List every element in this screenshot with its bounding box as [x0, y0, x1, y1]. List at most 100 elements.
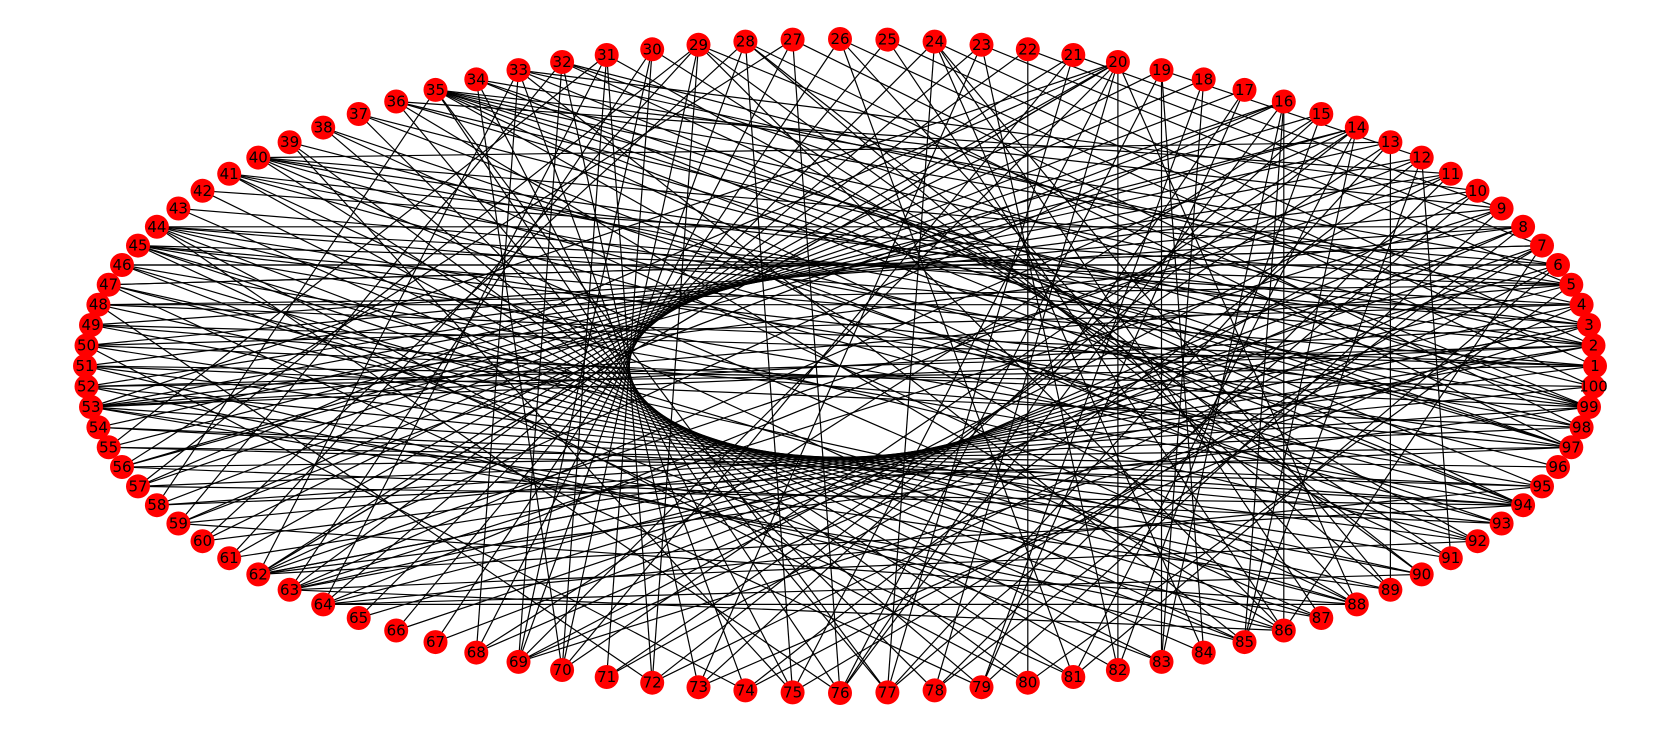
node-label-60: 60: [193, 532, 212, 550]
edge-33-95: [518, 69, 1543, 487]
node-label-89: 89: [1381, 581, 1400, 599]
node-dot-100: [1581, 374, 1606, 399]
edge-9-35: [435, 89, 1502, 210]
node-11: 11: [1438, 161, 1463, 186]
edge-20-57: [137, 61, 1119, 487]
edge-24-77: [886, 41, 936, 693]
node-76: 76: [828, 681, 852, 705]
node-dot-9: [1489, 196, 1514, 221]
edge-35-77: [435, 89, 888, 693]
node-77: 77: [875, 680, 900, 705]
node-62: 62: [246, 562, 271, 587]
node-dot-88: [1344, 592, 1369, 617]
edge-3-41: [229, 173, 1590, 326]
node-83: 83: [1149, 649, 1174, 674]
node-75: 75: [780, 680, 805, 705]
edge-53-87: [90, 406, 1322, 619]
node-dot-13: [1378, 130, 1403, 155]
edge-89-24: [934, 41, 1391, 591]
node-label-87: 87: [1312, 609, 1331, 627]
node-19: 19: [1149, 58, 1174, 83]
node-label-86: 86: [1274, 622, 1293, 640]
edge-7-47: [108, 245, 1543, 286]
node-label-36: 36: [387, 93, 406, 111]
node-dot-69: [506, 649, 531, 674]
edge-92-44: [156, 226, 1478, 542]
node-label-27: 27: [783, 31, 802, 49]
edge-86-29: [698, 44, 1285, 631]
node-label-18: 18: [1194, 70, 1213, 88]
node-label-71: 71: [597, 668, 616, 686]
node-37: 37: [346, 102, 371, 126]
node-label-72: 72: [643, 674, 662, 692]
node-dot-66: [384, 618, 409, 643]
node-label-66: 66: [387, 622, 406, 640]
node-92: 92: [1465, 529, 1490, 554]
node-dot-93: [1489, 511, 1514, 536]
node-55: 55: [96, 435, 121, 460]
edge-85-33: [518, 69, 1245, 643]
node-dot-33: [506, 58, 531, 83]
edge-87-24: [934, 41, 1322, 619]
node-60: 60: [190, 529, 215, 554]
edge-40-13: [258, 141, 1391, 159]
node-dot-14: [1344, 115, 1369, 140]
node-label-99: 99: [1579, 398, 1598, 416]
node-dot-29: [686, 32, 711, 57]
edge-56-27: [121, 39, 793, 468]
node-87: 87: [1309, 606, 1334, 630]
edge-35-94: [435, 89, 1524, 506]
node-label-80: 80: [1018, 674, 1037, 692]
node-41: 41: [217, 161, 242, 186]
edge-40-6: [258, 157, 1559, 266]
node-dot-72: [640, 670, 665, 695]
node-94: 94: [1511, 493, 1536, 518]
node-85: 85: [1232, 630, 1257, 655]
node-dot-65: [346, 606, 371, 630]
node-dot-60: [190, 529, 215, 554]
node-label-56: 56: [112, 458, 131, 476]
node-47: 47: [96, 272, 121, 297]
edge-69-3: [518, 324, 1590, 663]
node-59: 59: [166, 511, 191, 536]
node-label-10: 10: [1468, 182, 1487, 200]
node-dot-36: [384, 89, 409, 114]
node-31: 31: [594, 43, 619, 67]
node-15: 15: [1309, 102, 1334, 126]
node-label-92: 92: [1468, 532, 1487, 550]
edge-62-3: [258, 324, 1590, 575]
edge-23-82: [980, 44, 1119, 671]
node-73: 73: [686, 675, 711, 700]
node-label-48: 48: [89, 296, 108, 314]
edge-62-33: [257, 69, 520, 575]
node-26: 26: [828, 27, 852, 51]
node-label-68: 68: [467, 644, 486, 662]
node-40: 40: [246, 145, 271, 170]
node-88: 88: [1344, 592, 1369, 617]
node-label-74: 74: [736, 681, 755, 699]
node-dot-12: [1409, 145, 1434, 170]
node-label-55: 55: [99, 438, 118, 456]
node-label-3: 3: [1584, 316, 1594, 334]
edge-44-76: [156, 226, 841, 694]
node-16: 16: [1271, 89, 1296, 114]
node-label-31: 31: [597, 46, 616, 64]
edge-50-74: [86, 344, 746, 691]
node-98: 98: [1569, 415, 1594, 440]
node-54: 54: [86, 415, 111, 440]
node-dot-74: [733, 678, 758, 703]
node-dot-22: [1015, 37, 1040, 62]
node-27: 27: [780, 27, 805, 52]
edge-28-97: [745, 41, 1572, 448]
edge-59-32: [177, 61, 563, 524]
edge-32-69: [517, 61, 563, 662]
node-label-58: 58: [147, 496, 166, 514]
edge-5-48: [98, 284, 1572, 306]
node-dot-63: [277, 577, 302, 602]
node-label-44: 44: [147, 218, 166, 236]
node-dot-41: [217, 161, 242, 186]
node-91: 91: [1438, 546, 1463, 571]
node-label-53: 53: [81, 398, 100, 416]
node-21: 21: [1061, 43, 1086, 67]
node-dot-91: [1438, 546, 1463, 571]
